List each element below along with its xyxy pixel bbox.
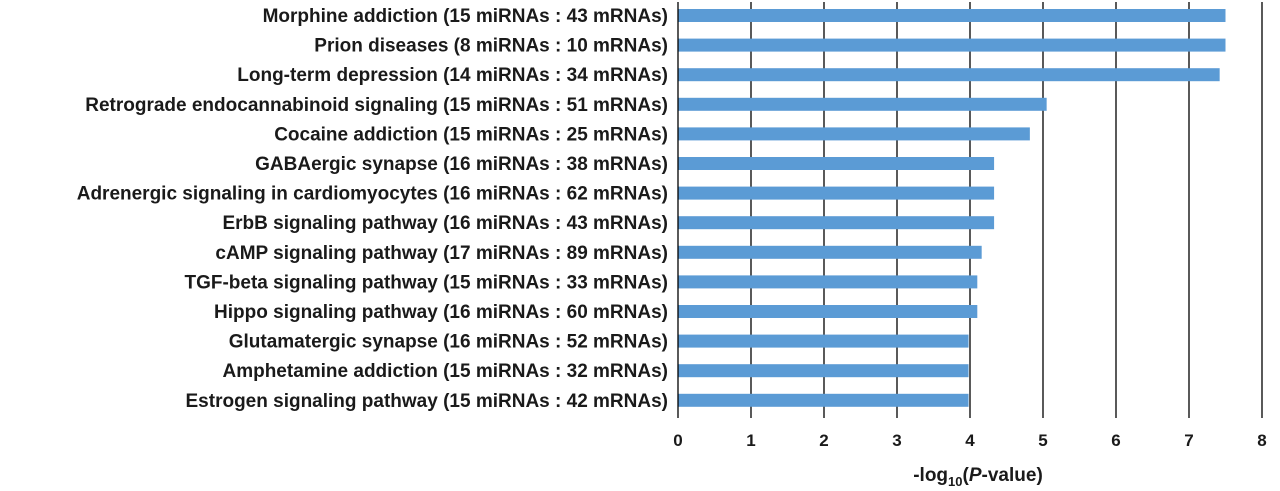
bar-12 — [678, 364, 969, 378]
x-tick-label-2: 2 — [819, 431, 828, 450]
bar-11 — [678, 334, 969, 348]
x-tick-label-1: 1 — [746, 431, 755, 450]
bar-6 — [678, 186, 995, 200]
category-label-1: Prion diseases (8 miRNAs : 10 mRNAs) — [314, 36, 668, 57]
x-tick-label-8: 8 — [1257, 431, 1266, 450]
bars — [678, 9, 1226, 407]
gridlines — [750, 2, 1263, 418]
category-label-12: Amphetamine addiction (15 miRNAs : 32 mR… — [222, 361, 668, 382]
category-label-11: Glutamatergic synapse (16 miRNAs : 52 mR… — [229, 332, 668, 353]
category-label-7: ErbB signaling pathway (16 miRNAs : 43 m… — [222, 213, 668, 234]
x-tick-labels: 0 1 2 3 4 5 6 7 8 — [673, 431, 1266, 450]
x-axis-title-prefix: -log — [913, 465, 948, 486]
category-label-3: Retrograde endocannabinoid signaling (15… — [85, 95, 668, 116]
x-tick-label-0: 0 — [673, 431, 682, 450]
x-tick-label-5: 5 — [1038, 431, 1047, 450]
bar-5 — [678, 157, 995, 170]
bar-3 — [678, 97, 1047, 111]
category-label-6: Adrenergic signaling in cardiomyocytes (… — [77, 184, 668, 205]
category-label-9: TGF-beta signaling pathway (15 miRNAs : … — [184, 272, 668, 293]
bar-8 — [678, 245, 982, 259]
x-axis-title-subscript: 10 — [948, 474, 962, 489]
category-label-0: Morphine addiction (15 miRNAs : 43 mRNAs… — [263, 6, 668, 27]
x-axis-title-italic: P — [969, 465, 982, 486]
bar-10 — [678, 305, 978, 318]
x-axis-title-suffix: -value) — [982, 465, 1043, 486]
bar-4 — [678, 127, 1030, 141]
category-label-13: Estrogen signaling pathway (15 miRNAs : … — [186, 391, 669, 412]
category-labels: Morphine addiction (15 miRNAs : 43 mRNAs… — [77, 6, 668, 412]
bar-9 — [678, 275, 978, 289]
x-tick-label-7: 7 — [1184, 431, 1193, 450]
bar-2 — [678, 68, 1220, 82]
x-tick-label-6: 6 — [1111, 431, 1120, 450]
category-label-8: cAMP signaling pathway (17 miRNAs : 89 m… — [215, 243, 668, 264]
bar-13 — [678, 393, 969, 407]
x-axis-title-open: ( — [963, 465, 970, 486]
x-tick-label-3: 3 — [892, 431, 901, 450]
category-label-2: Long-term depression (14 miRNAs : 34 mRN… — [237, 65, 668, 86]
bar-7 — [678, 216, 995, 230]
x-axis-title: -log10(P-value) — [913, 465, 1043, 489]
category-label-4: Cocaine addiction (15 miRNAs : 25 mRNAs) — [274, 124, 668, 145]
bar-1 — [678, 38, 1226, 52]
x-tick-label-4: 4 — [965, 431, 975, 450]
category-label-10: Hippo signaling pathway (16 miRNAs : 60 … — [214, 302, 668, 323]
category-label-5: GABAergic synapse (16 miRNAs : 38 mRNAs) — [255, 154, 668, 175]
bar-0 — [678, 9, 1226, 22]
